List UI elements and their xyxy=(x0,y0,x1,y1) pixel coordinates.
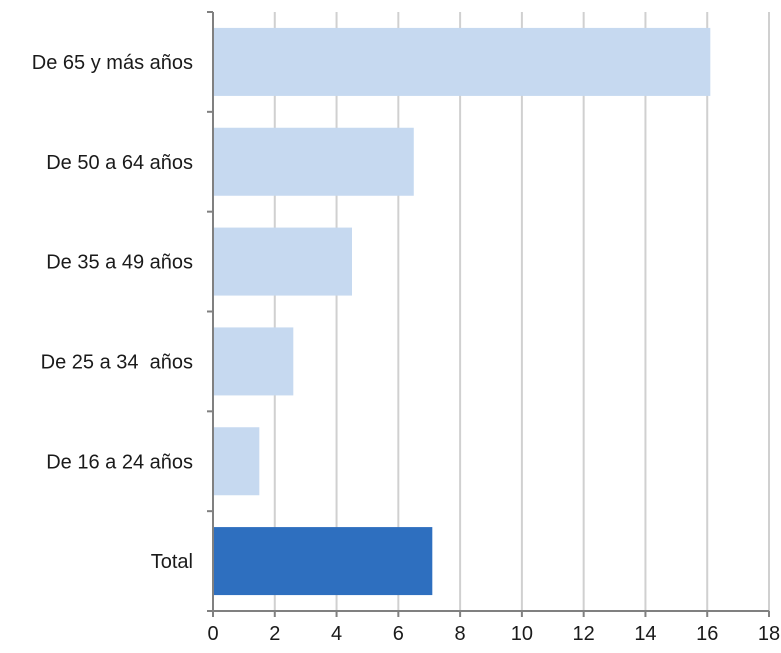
category-label: De 65 y más años xyxy=(32,52,193,74)
category-label: Total xyxy=(151,551,193,573)
bar xyxy=(214,27,711,96)
category-label: De 16 a 24 años xyxy=(46,451,193,473)
x-tick-label: 0 xyxy=(207,623,218,645)
bar xyxy=(214,527,433,596)
bar xyxy=(214,227,352,296)
bar xyxy=(214,327,294,396)
category-label: De 50 a 64 años xyxy=(46,152,193,174)
x-tick-label: 12 xyxy=(573,623,595,645)
x-tick-label: 6 xyxy=(393,623,404,645)
x-tick-label: 10 xyxy=(511,623,533,645)
x-tick-label: 14 xyxy=(634,623,656,645)
x-tick-label: 2 xyxy=(269,623,280,645)
bar xyxy=(214,427,260,496)
bar xyxy=(214,127,414,196)
x-tick-label: 16 xyxy=(696,623,718,645)
x-tick-label: 4 xyxy=(331,623,342,645)
category-label: De 25 a 34 años xyxy=(41,351,193,373)
category-label: De 35 a 49 años xyxy=(46,252,193,274)
x-tick-label: 18 xyxy=(758,623,780,645)
x-tick-label: 8 xyxy=(455,623,466,645)
